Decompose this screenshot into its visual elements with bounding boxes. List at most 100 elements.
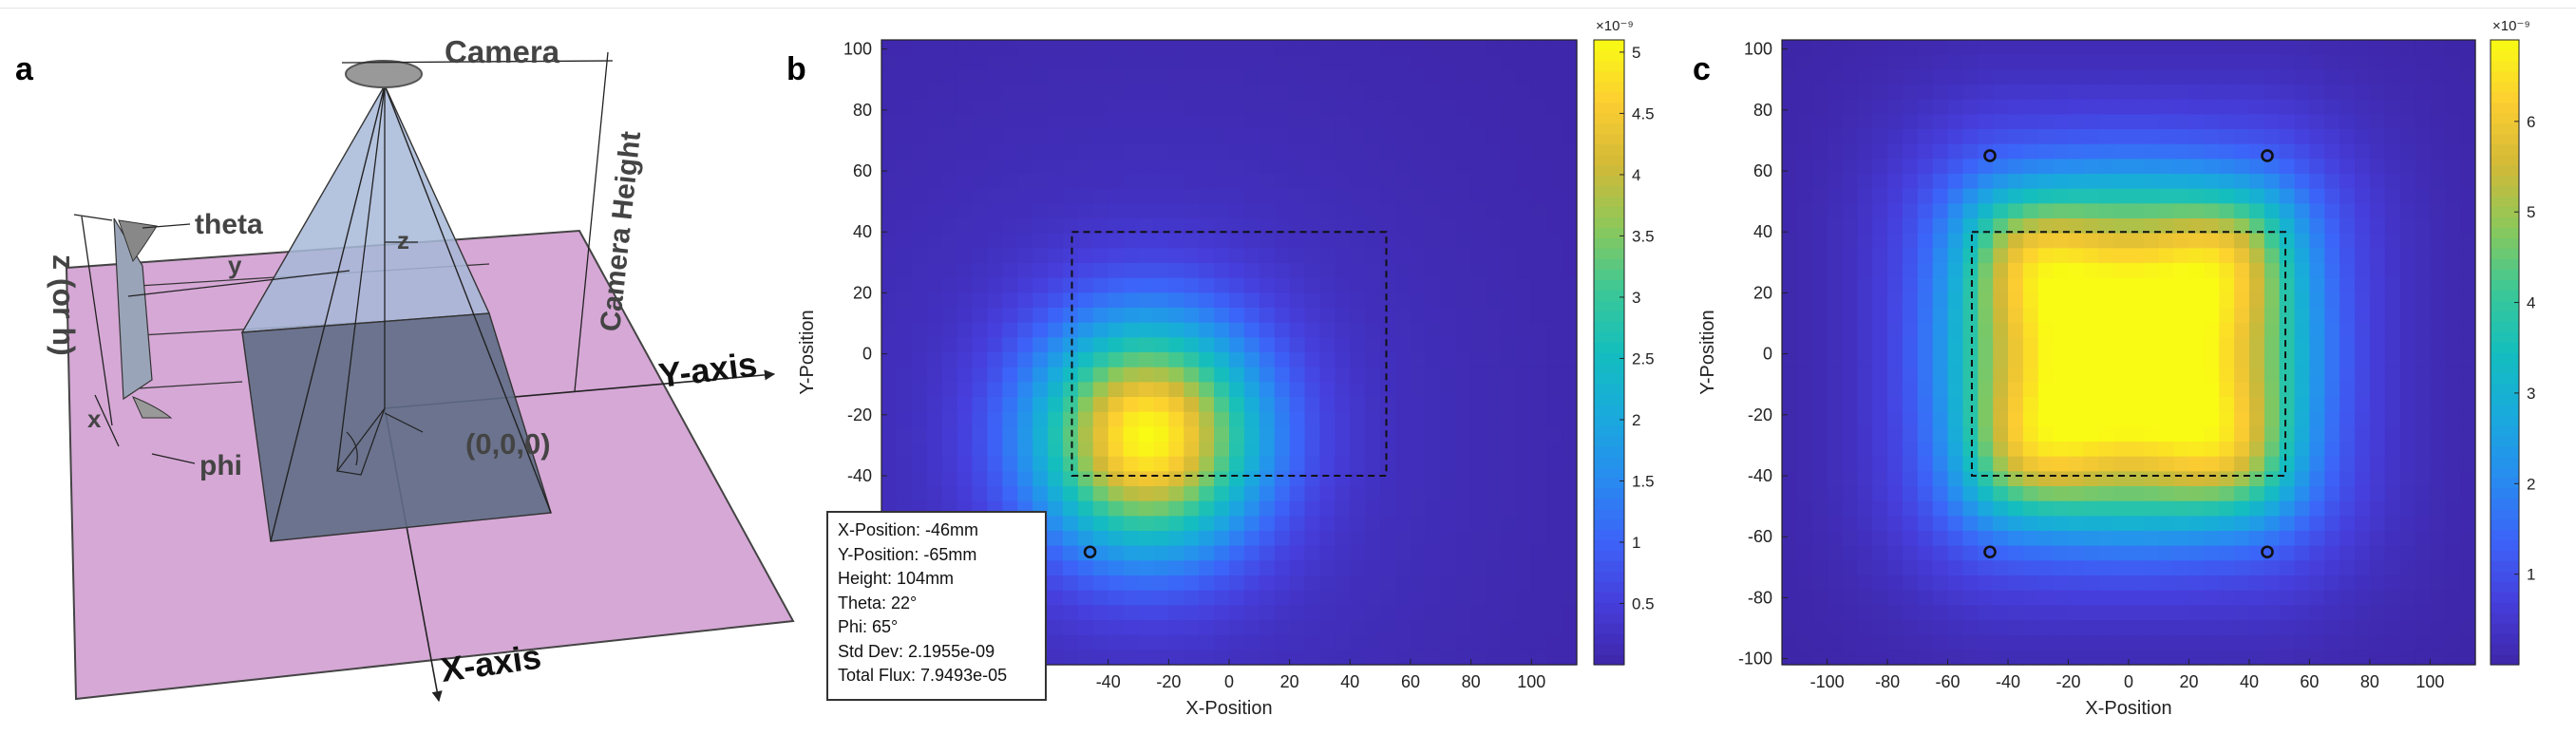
- heatmap-cell: [2309, 456, 2325, 472]
- heatmap-cell: [911, 159, 928, 175]
- y-tick-label: 100: [843, 40, 872, 59]
- heatmap-cell: [2083, 159, 2099, 175]
- heatmap-cell: [1811, 292, 1828, 309]
- heatmap-cell: [1947, 397, 1964, 413]
- heatmap-cell: [2294, 620, 2311, 636]
- heatmap-cell: [1123, 174, 1140, 190]
- heatmap-cell: [1048, 531, 1064, 547]
- heatmap-cell: [1350, 143, 1366, 160]
- heatmap-cell: [1947, 99, 1964, 115]
- y-tick-label: -80: [1748, 588, 1772, 607]
- heatmap-cell: [2158, 263, 2175, 279]
- heatmap-cell: [1184, 40, 1200, 56]
- heatmap-cell: [2037, 382, 2055, 398]
- colorbar-tick-label: 3: [2527, 385, 2535, 403]
- heatmap-cell: [1199, 456, 1215, 472]
- heatmap-cell: [2129, 99, 2145, 115]
- heatmap-cell: [1289, 292, 1306, 309]
- heatmap-cell: [1470, 456, 1487, 472]
- heatmap-cell: [2129, 500, 2145, 517]
- heatmap-cell: [1123, 99, 1140, 115]
- heatmap-cell: [1395, 263, 1411, 279]
- x-tick-label: -80: [1875, 672, 1900, 691]
- heatmap-cell: [1304, 397, 1321, 413]
- heatmap-cell: [1410, 500, 1427, 517]
- heatmap-cell: [1048, 85, 1064, 101]
- heatmap-cell: [1546, 560, 1563, 576]
- heatmap-cell: [1108, 411, 1125, 427]
- heatmap-cell: [2369, 308, 2386, 324]
- heatmap-cell: [1229, 85, 1245, 101]
- heatmap-cell: [1304, 590, 1321, 606]
- heatmap-cell: [2324, 531, 2340, 547]
- y-axis-label: Y-Position: [1697, 310, 1718, 394]
- heatmap-cell: [2294, 650, 2311, 666]
- heatmap-cell: [2053, 54, 2070, 70]
- heatmap-cell: [1440, 397, 1457, 413]
- heatmap-cell: [1062, 560, 1079, 576]
- heatmap-cell: [1546, 620, 1563, 636]
- heatmap-cell: [2445, 516, 2461, 532]
- heatmap-cell: [2460, 442, 2476, 458]
- heatmap-cell: [1243, 545, 1260, 561]
- heatmap-cell: [2129, 40, 2145, 56]
- heatmap-cell: [2234, 40, 2250, 56]
- heatmap-cell: [1395, 442, 1411, 458]
- heatmap-cell: [1546, 382, 1563, 398]
- heatmap-cell: [1857, 292, 1873, 309]
- heatmap-cell: [1092, 411, 1109, 427]
- heatmap-cell: [2173, 382, 2190, 398]
- heatmap-cell: [2219, 292, 2235, 309]
- heatmap-cell: [2369, 397, 2386, 413]
- heatmap-cell: [1917, 560, 1934, 576]
- heatmap-cell: [1380, 426, 1396, 443]
- heatmap-cell: [1782, 308, 1798, 324]
- colorbar-segment: [1594, 560, 1624, 572]
- heatmap-cell: [1304, 308, 1321, 324]
- heatmap-cell: [2173, 203, 2190, 219]
- heatmap-cell: [1425, 411, 1442, 427]
- heatmap-cell: [1455, 382, 1472, 398]
- heatmap-cell: [1486, 382, 1503, 398]
- heatmap-cell: [2309, 382, 2325, 398]
- heatmap-cell: [1395, 531, 1411, 547]
- heatmap-cell: [2037, 411, 2055, 427]
- heatmap-cell: [2188, 69, 2205, 85]
- heatmap-cell: [2068, 40, 2084, 56]
- heatmap-cell: [1048, 442, 1064, 458]
- heatmap-cell: [1962, 174, 1979, 190]
- y-tick-label: 0: [1763, 345, 1772, 364]
- heatmap-cell: [2263, 590, 2281, 606]
- heatmap-cell: [1486, 442, 1503, 458]
- heatmap-cell: [1962, 634, 1979, 650]
- heatmap-cell: [881, 248, 898, 264]
- heatmap-cell: [2204, 322, 2220, 338]
- heatmap-cell: [2053, 277, 2070, 293]
- heatmap-cell: [1546, 203, 1563, 219]
- heatmap-cell: [1782, 575, 1798, 592]
- heatmap-cell: [1410, 545, 1427, 561]
- heatmap-cell: [1259, 54, 1276, 70]
- heatmap-cell: [2430, 188, 2446, 204]
- heatmap-cell: [2339, 203, 2356, 219]
- heatmap-cell: [2022, 188, 2039, 204]
- heatmap-cell: [1138, 292, 1155, 309]
- colorbar-segment: [2491, 70, 2519, 83]
- heatmap-cell: [2098, 531, 2114, 547]
- heatmap-cell: [1153, 634, 1169, 650]
- heatmap-cell: [1827, 69, 1844, 85]
- heatmap-cell: [2173, 634, 2190, 650]
- colorbar-segment: [2491, 102, 2519, 114]
- heatmap-cell: [1531, 143, 1547, 160]
- heatmap-cell: [2309, 575, 2325, 592]
- heatmap-cell: [1978, 620, 1994, 636]
- heatmap-cell: [1214, 442, 1230, 458]
- heatmap-cell: [2234, 397, 2250, 413]
- heatmap-cell: [2248, 85, 2265, 101]
- heatmap-cell: [2022, 650, 2039, 666]
- heatmap-cell: [2279, 54, 2296, 70]
- heatmap-cell: [1917, 516, 1934, 532]
- heatmap-cell: [1138, 263, 1155, 279]
- heatmap-cell: [2129, 188, 2145, 204]
- heatmap-cell: [1289, 382, 1306, 398]
